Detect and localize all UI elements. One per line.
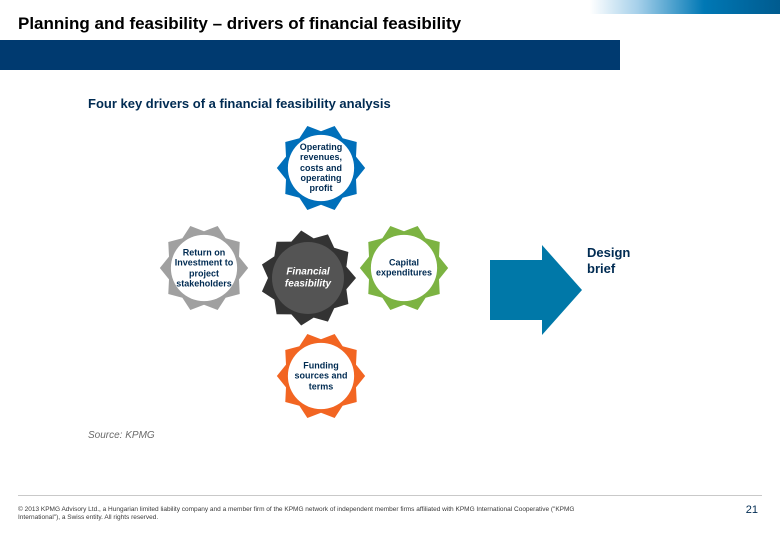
arrow-label-text: Designbrief <box>587 245 630 276</box>
footer-copyright: © 2013 KPMG Advisory Ltd., a Hungarian l… <box>18 506 578 522</box>
gear-left: Return on Investment to project stakehol… <box>158 222 250 314</box>
gear-top: Operating revenues, costs and operating … <box>275 122 367 214</box>
title-bar: Planning and feasibility – drivers of fi… <box>0 0 780 72</box>
gear-right: Capital expenditures <box>358 222 450 314</box>
subtitle: Four key drivers of a financial feasibil… <box>88 96 391 111</box>
brand-gradient <box>590 0 780 14</box>
gear-center-label: Financial feasibility <box>273 267 343 290</box>
gear-left-label: Return on Investment to project stakehol… <box>172 247 236 288</box>
gear-diagram: Financial feasibility Operating revenues… <box>80 120 510 420</box>
gear-right-label: Capital expenditures <box>372 258 436 279</box>
gear-bottom-label: Funding sources and terms <box>289 360 353 391</box>
gear-bottom: Funding sources and terms <box>275 330 367 422</box>
gear-center: Financial feasibility <box>258 228 358 328</box>
gear-top-label: Operating revenues, costs and operating … <box>289 142 353 194</box>
page-number: 21 <box>746 504 758 516</box>
arrow-label: Designbrief /*split happens via replace … <box>587 245 630 276</box>
footer-divider <box>18 495 762 496</box>
slide-title: Planning and feasibility – drivers of fi… <box>18 14 461 34</box>
title-band <box>0 40 620 70</box>
source-text: Source: KPMG <box>88 430 155 441</box>
